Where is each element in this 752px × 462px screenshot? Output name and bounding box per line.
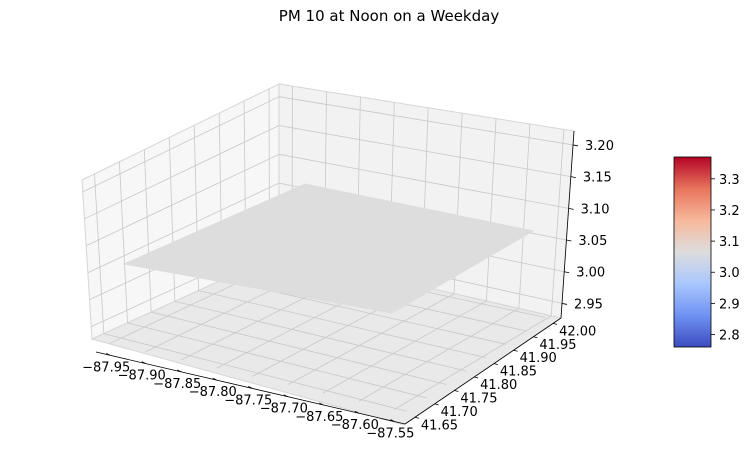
x-axis: −87.95−87.90−87.85−87.80−87.75−87.70−87.… [82,351,414,442]
x-gridline-floor [358,308,520,402]
z-tick-mark [568,207,574,210]
x-gridline-back [518,123,531,309]
y-tick-label: 41.95 [539,338,576,353]
x-tick-label: −87.90 [118,369,166,384]
y-tick-label: 41.70 [441,405,478,420]
z-tick-mark [570,176,576,179]
x-tick-mark [106,352,111,356]
y-tick-mark [493,363,498,366]
y-tick-label: 41.90 [520,351,557,366]
y-gridline-floor [103,333,407,412]
surface-layer [122,183,535,314]
y-gridline-floor [174,300,467,372]
x-tick-mark [319,402,324,406]
y-gridline-floor [198,290,486,359]
chart-title: PM 10 at Noon on a Weekday [278,7,500,25]
y-tick-mark [434,403,439,406]
x-tick-mark [283,394,288,398]
z-gridline-back [278,125,571,178]
x-tick-label: −87.60 [331,418,379,433]
y-tick-mark [513,349,518,352]
z-tick-mark [564,271,570,274]
z-tick-label: 3.10 [581,202,610,217]
z-tick-label: 3.05 [578,234,607,249]
z-gridline-back [278,96,574,146]
colorbar-body [673,156,712,348]
x-tick-mark [354,410,360,414]
y-tick-label: 41.65 [421,418,458,433]
x-tick-mark [141,361,146,364]
colorbar-tick-label: 2.8 [719,329,740,344]
x-tick-mark [212,377,217,381]
x-tick-label: −87.85 [153,377,201,392]
z-gridline-left [84,125,280,220]
x-tick-mark [390,419,395,422]
z-gridline-left [85,153,280,247]
z-tick-label: 2.95 [574,297,603,312]
z-tick-mark [566,239,572,242]
x-tick-label: −87.95 [82,360,130,375]
y-tick-label: 41.75 [460,391,497,406]
x-tick-mark [177,369,182,373]
x-tick-label: −87.75 [224,393,272,408]
y-tick-mark [553,322,558,325]
colorbar-tick-label: 3.0 [719,266,740,281]
y-tick-mark [414,416,419,419]
y-tick-label: 42.00 [559,324,596,339]
y-tick-mark [454,390,459,392]
y-gridline-left [94,173,105,334]
y-tick-label: 41.85 [500,365,537,380]
z-gridline-left [87,182,280,274]
x-tick-label: −87.55 [366,427,414,442]
y-axis-line [404,317,562,425]
y-gridline-floor [127,322,427,399]
y-gridline-floor [151,311,447,385]
z-tick-label: 3.00 [576,266,605,281]
colorbar-tick-label: 3.1 [719,235,740,250]
colorbar-tick-label: 2.9 [719,297,740,312]
x-tick-mark [248,386,253,389]
z-gridline-left [82,96,280,193]
y-gridline-left [119,161,128,323]
x-gridline-back [550,129,565,316]
x-tick-label: −87.65 [295,410,343,425]
z-axis-line [560,130,575,319]
x-tick-label: −87.80 [189,385,237,400]
z-gridline-back [278,153,569,209]
z-tick-label: 3.15 [583,171,612,186]
z-tick-label: 3.20 [585,139,614,154]
z-tick-mark [572,144,579,147]
x-gridline-floor [394,315,552,410]
colorbar: 2.8 2.9 3.0 3.1 3.2 3.3 [673,156,740,348]
x-axis-line [95,351,406,425]
colorbar-tick-label: 3.2 [719,204,740,219]
y-gridline-left [168,137,176,302]
y-tick-mark [533,336,538,339]
y-gridline-left [143,149,152,313]
y-tick-mark [474,376,479,379]
pm10-surface [122,183,535,314]
z-tick-mark [561,303,568,305]
colorbar-tick-label: 3.3 [719,173,740,188]
y-tick-label: 41.80 [480,378,517,393]
z-axis: 2.95 3.00 3.05 3.10 3.15 3.20 [560,130,614,319]
x-gridline-back [486,118,497,302]
x-tick-label: −87.70 [260,402,308,417]
